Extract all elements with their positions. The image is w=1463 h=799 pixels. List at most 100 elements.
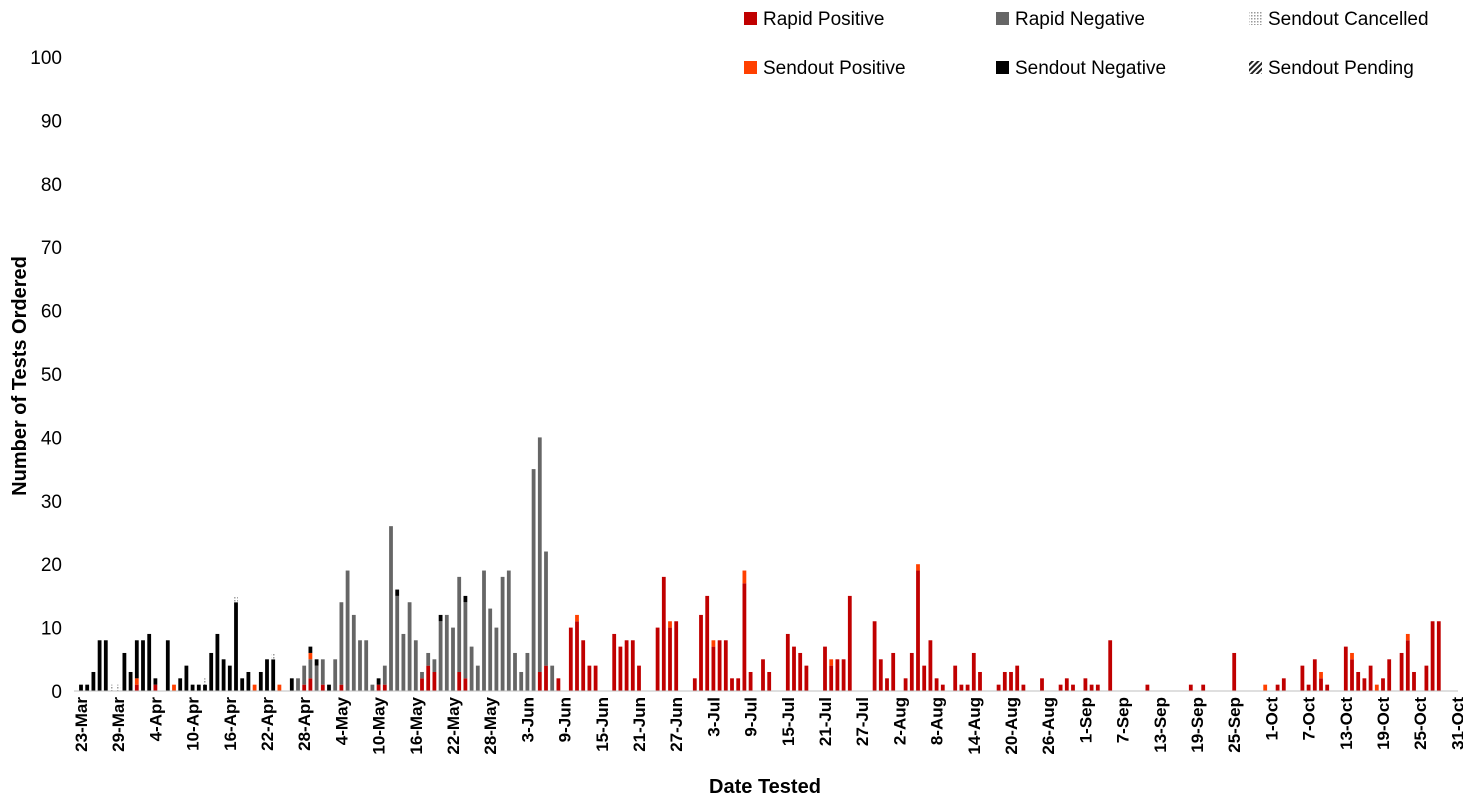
x-tick-label: 25-Oct: [1411, 697, 1430, 750]
x-tick-label: 19-Sep: [1188, 697, 1207, 753]
bar-stack: [513, 652, 517, 691]
bar-segment: [1009, 671, 1013, 691]
bar-segment: [661, 576, 666, 691]
bar-segment: [531, 469, 536, 691]
bar-stack: [1405, 633, 1410, 691]
bar-segment: [971, 652, 976, 691]
bar-segment: [804, 665, 809, 691]
bar-stack: [1009, 671, 1013, 691]
bar-segment: [1368, 665, 1373, 691]
legend-label: Sendout Cancelled: [1268, 9, 1429, 30]
bar-stack: [593, 665, 598, 691]
bar-segment: [798, 652, 803, 691]
bar-stack: [971, 652, 976, 691]
bar-stack: [891, 652, 896, 691]
legend-swatch: [1249, 12, 1262, 25]
y-axis-ticks: 0 10 20 30 40 50 60 70 80 90 100: [30, 48, 62, 703]
bar-segment: [878, 659, 883, 691]
bar-stack: [258, 671, 263, 691]
bar-stack: [1362, 678, 1367, 691]
bar-segment: [525, 652, 530, 691]
bar-stack: [581, 640, 586, 691]
bar-stack: [519, 671, 524, 691]
bar-stack: [612, 633, 617, 691]
bar-segment: [909, 652, 914, 691]
bar-segment: [308, 652, 313, 660]
bar-stack: [308, 646, 313, 691]
bar-stack: [1058, 684, 1063, 691]
bar-segment: [922, 665, 927, 691]
bar-stack: [550, 665, 555, 691]
bar-stack: [792, 646, 796, 691]
bar-segment: [296, 678, 300, 691]
bar-stack: [122, 652, 127, 691]
bar-segment: [612, 633, 617, 691]
bar-segment: [91, 671, 96, 691]
bar-stack: [376, 678, 381, 691]
bar-segment: [203, 684, 207, 691]
bar-stack: [494, 627, 499, 691]
bar-segment: [1058, 684, 1063, 691]
bar-stack: [829, 659, 834, 691]
bar-segment: [432, 671, 437, 691]
bar-stack: [1145, 684, 1150, 691]
bar-segment: [934, 678, 939, 691]
bar-stack: [227, 665, 232, 691]
bar-segment: [587, 665, 592, 691]
bar-segment: [184, 665, 189, 691]
bar-stack: [438, 614, 443, 691]
bar-segment: [122, 652, 127, 691]
bar-segment: [277, 684, 282, 691]
bar-segment: [637, 665, 641, 691]
x-tick-label: 4-May: [332, 696, 351, 745]
bar-stack: [314, 659, 319, 691]
bar-stack: [1381, 678, 1385, 691]
bar-segment: [705, 595, 710, 691]
bar-stack: [823, 646, 827, 691]
bar-segment: [345, 570, 350, 691]
bar-segment: [110, 684, 114, 691]
bar-segment: [1412, 671, 1416, 691]
bar-stack: [401, 633, 406, 691]
bar-segment: [339, 684, 344, 691]
bar-segment: [351, 614, 356, 691]
bar-stack: [1040, 678, 1044, 691]
bar-stack: [1021, 684, 1026, 691]
bar-segment: [265, 659, 269, 691]
y-tick-label: 0: [51, 682, 62, 703]
x-tick-label: 1-Oct: [1262, 697, 1281, 741]
y-tick-label: 20: [41, 555, 62, 576]
bar-segment: [413, 640, 418, 691]
bar-segment: [426, 652, 431, 666]
bar-segment: [116, 684, 121, 691]
bar-segment: [916, 570, 920, 691]
bar-stack: [1424, 665, 1429, 691]
x-tick-label: 3-Jun: [518, 697, 537, 742]
bar-segment: [203, 678, 207, 685]
bar-segment: [1306, 684, 1311, 691]
bar-segment: [463, 595, 468, 603]
bar-segment: [302, 684, 307, 691]
bar-stack: [872, 621, 877, 691]
bar-stack: [91, 671, 96, 691]
bar-segment: [1436, 621, 1441, 691]
bar-segment: [841, 659, 846, 691]
bar-segment: [153, 678, 158, 685]
y-tick-label: 90: [41, 111, 62, 132]
bar-segment: [1281, 678, 1286, 691]
bar-segment: [327, 684, 331, 691]
bar-stack: [265, 659, 269, 691]
bar-stack: [420, 671, 424, 691]
bar-stack: [1300, 665, 1305, 691]
x-tick-label: 9-Jun: [556, 697, 575, 742]
bar-segment: [444, 614, 449, 691]
bar-segment: [829, 659, 834, 666]
bar-segment: [178, 678, 183, 691]
bar-segment: [730, 678, 734, 691]
y-tick-label: 70: [41, 238, 62, 259]
x-tick-label: 27-Jun: [667, 697, 686, 752]
bar-segment: [953, 665, 958, 691]
bar-segment: [97, 640, 102, 691]
bar-stack: [240, 678, 245, 691]
